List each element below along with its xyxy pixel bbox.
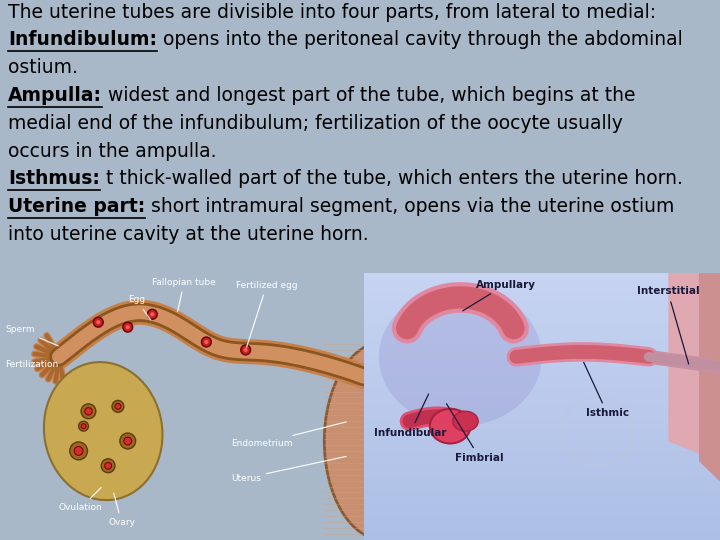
Ellipse shape	[453, 411, 478, 431]
Text: The uterine tubes are divisible into four parts, from lateral to medial:: The uterine tubes are divisible into fou…	[8, 3, 656, 22]
Circle shape	[148, 309, 157, 319]
Text: Ovary: Ovary	[108, 493, 135, 527]
Text: Interstitial: Interstitial	[636, 287, 699, 364]
Ellipse shape	[104, 462, 112, 469]
Text: Infundibular: Infundibular	[374, 394, 446, 438]
Text: t thick-walled part of the tube, which enters the uterine horn.: t thick-walled part of the tube, which e…	[100, 170, 683, 188]
Ellipse shape	[81, 404, 96, 418]
Text: widest and longest part of the tube, which begins at the: widest and longest part of the tube, whi…	[102, 86, 636, 105]
Circle shape	[202, 337, 211, 347]
Circle shape	[94, 317, 103, 327]
Text: medial end of the infundibulum; fertilization of the oocyte usually: medial end of the infundibulum; fertiliz…	[8, 114, 623, 133]
Ellipse shape	[115, 403, 121, 409]
Circle shape	[240, 345, 251, 355]
Text: ostium.: ostium.	[8, 58, 78, 77]
Text: Fertilized egg: Fertilized egg	[236, 281, 297, 347]
Text: Sperm: Sperm	[5, 325, 58, 346]
Circle shape	[123, 322, 132, 332]
Ellipse shape	[74, 447, 83, 455]
Ellipse shape	[78, 421, 89, 431]
Text: Ovulation: Ovulation	[59, 488, 103, 512]
Polygon shape	[669, 273, 720, 461]
Text: Ampulla:: Ampulla:	[8, 86, 102, 105]
Text: Isthmus:: Isthmus:	[8, 170, 100, 188]
Ellipse shape	[379, 287, 542, 426]
Text: Uterine part:: Uterine part:	[8, 197, 145, 216]
Text: Fertilization: Fertilization	[5, 360, 58, 369]
Ellipse shape	[124, 437, 132, 445]
Text: Uterus: Uterus	[231, 456, 346, 483]
Ellipse shape	[85, 408, 92, 415]
Text: Egg: Egg	[127, 295, 150, 320]
Text: occurs in the ampulla.: occurs in the ampulla.	[8, 141, 217, 160]
Text: into uterine cavity at the uterine horn.: into uterine cavity at the uterine horn.	[8, 225, 369, 244]
Text: short intramural segment, opens via the uterine ostium: short intramural segment, opens via the …	[145, 197, 675, 216]
Text: opens into the peritoneal cavity through the abdominal: opens into the peritoneal cavity through…	[157, 30, 683, 50]
Text: Isthmic: Isthmic	[584, 362, 629, 418]
Text: Fallopian tube: Fallopian tube	[153, 278, 216, 312]
Text: Infundibulum:: Infundibulum:	[8, 30, 157, 50]
Ellipse shape	[70, 442, 87, 460]
Ellipse shape	[430, 409, 471, 443]
Ellipse shape	[81, 424, 86, 429]
Circle shape	[204, 340, 208, 344]
Circle shape	[243, 348, 248, 352]
Ellipse shape	[324, 342, 442, 540]
Polygon shape	[700, 273, 720, 481]
Text: Endometrium: Endometrium	[231, 422, 346, 448]
Ellipse shape	[102, 459, 115, 472]
Ellipse shape	[112, 400, 124, 413]
Circle shape	[96, 320, 100, 324]
Circle shape	[150, 312, 154, 316]
Text: Fimbrial: Fimbrial	[446, 404, 504, 463]
Text: Ampullary: Ampullary	[463, 280, 536, 311]
Ellipse shape	[44, 362, 163, 500]
Ellipse shape	[120, 433, 135, 449]
Circle shape	[126, 325, 130, 329]
